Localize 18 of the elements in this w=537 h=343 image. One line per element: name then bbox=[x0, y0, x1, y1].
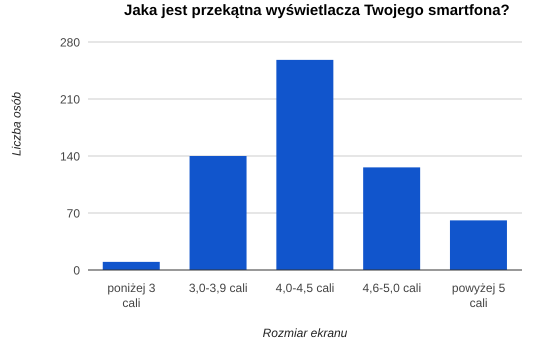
x-tick-label: 4,6-5,0 cali bbox=[362, 281, 422, 295]
y-tick-label: 0 bbox=[73, 263, 80, 278]
x-axis-title: Rozmiar ekranu bbox=[262, 326, 348, 340]
bar bbox=[276, 60, 334, 270]
y-axis-title: Liczba osób bbox=[9, 92, 24, 156]
x-tick-label: powyżej 5 cali bbox=[452, 281, 506, 310]
x-tick-label: 3,0-3,9 cali bbox=[188, 281, 248, 295]
x-tick-label: poniżej 3 cali bbox=[107, 281, 156, 310]
x-tick-label: 4,0-4,5 cali bbox=[276, 281, 334, 295]
bar bbox=[102, 262, 160, 270]
bar bbox=[363, 167, 420, 270]
bar bbox=[450, 220, 507, 270]
y-tick-label: 140 bbox=[60, 149, 80, 164]
chart-title: Jaka jest przekątna wyświetlacza Twojego smartfona? bbox=[124, 2, 510, 19]
y-tick-label: 70 bbox=[66, 206, 80, 220]
y-tick-label: 210 bbox=[60, 92, 80, 106]
bar bbox=[190, 156, 247, 270]
y-tick-label: 280 bbox=[60, 35, 80, 50]
